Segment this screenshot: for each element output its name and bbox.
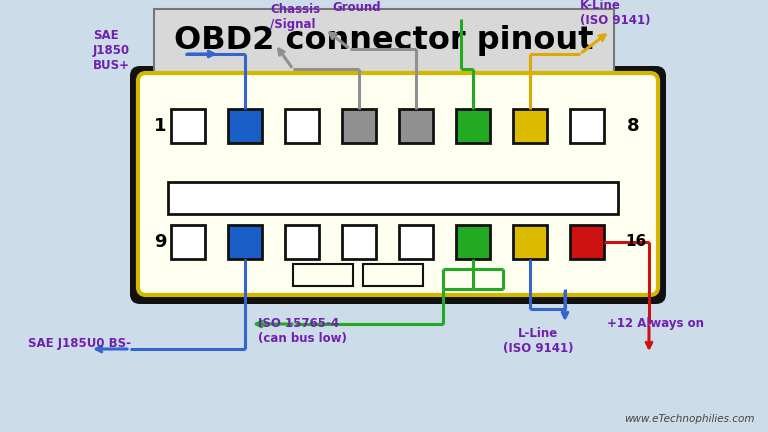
Bar: [399, 225, 433, 259]
Bar: [456, 109, 490, 143]
Bar: [285, 225, 319, 259]
FancyBboxPatch shape: [138, 73, 658, 295]
Bar: [513, 225, 547, 259]
Bar: [342, 109, 376, 143]
FancyBboxPatch shape: [154, 9, 614, 73]
Bar: [228, 225, 262, 259]
Text: K-Line
(ISO 9141): K-Line (ISO 9141): [580, 0, 650, 27]
Text: www.eTechnophilies.com: www.eTechnophilies.com: [624, 414, 755, 424]
Bar: [570, 109, 604, 143]
Text: SAE J185U0 BS-: SAE J185U0 BS-: [28, 337, 131, 350]
Bar: [399, 109, 433, 143]
Text: Chassis
/Signal: Chassis /Signal: [270, 3, 320, 31]
Bar: [570, 225, 604, 259]
Bar: [513, 109, 547, 143]
FancyBboxPatch shape: [130, 66, 666, 304]
Text: Ground: Ground: [332, 1, 381, 14]
Text: 8: 8: [627, 117, 639, 135]
Text: ISO 15765-4
(can bus low): ISO 15765-4 (can bus low): [258, 317, 347, 345]
Bar: [228, 109, 262, 143]
Bar: [456, 225, 490, 259]
Text: SAE
J1850
BUS+: SAE J1850 BUS+: [93, 29, 130, 72]
Text: OBD2 connector pinout: OBD2 connector pinout: [174, 25, 594, 57]
Text: L-Line
(ISO 9141): L-Line (ISO 9141): [503, 327, 573, 355]
Bar: [285, 109, 319, 143]
Bar: [171, 225, 205, 259]
Text: 1: 1: [154, 117, 166, 135]
Text: 9: 9: [154, 233, 166, 251]
Bar: [168, 182, 618, 214]
Text: 16: 16: [625, 235, 647, 250]
Text: +12 Always on: +12 Always on: [607, 317, 704, 330]
Bar: [171, 109, 205, 143]
Bar: [342, 225, 376, 259]
Bar: [293, 264, 353, 286]
Bar: [363, 264, 423, 286]
